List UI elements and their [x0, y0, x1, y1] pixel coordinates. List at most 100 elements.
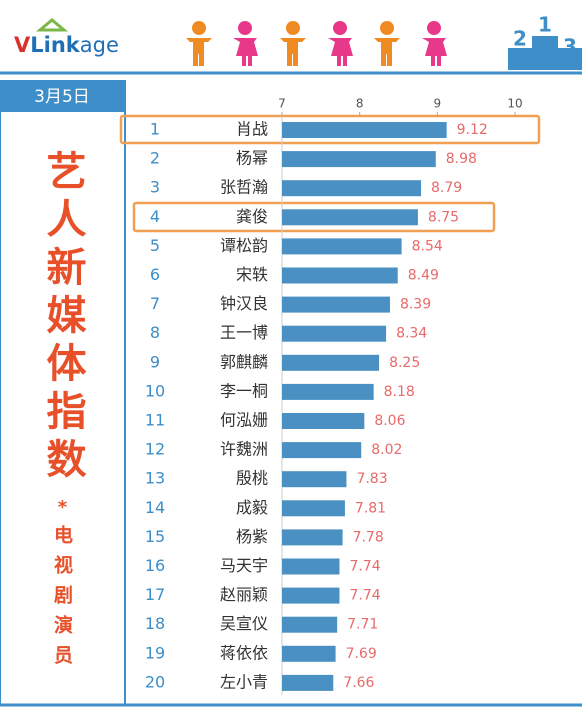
value-label: 8.39: [400, 297, 431, 313]
bar: [282, 674, 334, 691]
name: 杨紫: [236, 527, 268, 546]
value-label: 8.34: [396, 326, 427, 342]
name: 钟汉良: [220, 294, 268, 313]
value-label: 7.69: [346, 646, 377, 662]
rank: 11: [145, 411, 165, 430]
mark: *: [52, 497, 73, 518]
value-label: 7.81: [355, 500, 386, 516]
value-label: 8.98: [446, 151, 477, 167]
rank: 18: [145, 614, 165, 633]
podium: [532, 36, 558, 50]
rank: 17: [145, 585, 165, 604]
value-label: 8.06: [374, 413, 405, 429]
name: 成毅: [236, 498, 268, 517]
value-label: 8.75: [428, 209, 459, 225]
rank: 5: [150, 236, 160, 255]
bar: [282, 383, 374, 400]
name: 肖战: [236, 120, 268, 139]
podium-number: 2: [513, 27, 527, 51]
rank: 16: [145, 556, 165, 575]
people-icons: [186, 21, 447, 66]
value-label: 7.78: [353, 529, 384, 545]
name: 赵丽颖: [220, 585, 268, 604]
name: 宋轶: [236, 265, 268, 284]
name: 何泓姗: [220, 411, 268, 430]
highlight-box: [119, 114, 541, 145]
rank: 14: [145, 498, 165, 517]
bar: [282, 209, 418, 226]
rank: 10: [145, 381, 165, 400]
value-label: 8.79: [431, 180, 462, 196]
name: 张哲瀚: [220, 178, 268, 197]
bar: [282, 122, 447, 138]
value-label: 8.02: [371, 442, 402, 458]
sidebar-subtitle: 电视剧演员: [51, 525, 73, 675]
value-label: 7.74: [349, 588, 380, 604]
name: 左小青: [220, 672, 268, 691]
bar: [282, 645, 336, 662]
bar: [282, 587, 340, 604]
rank: 19: [145, 643, 165, 662]
bar: [282, 151, 436, 168]
bar: [282, 442, 362, 459]
bar: [282, 180, 422, 197]
value-label: 8.25: [389, 355, 420, 371]
value-label: 9.12: [457, 122, 488, 138]
rank: 4: [150, 207, 160, 226]
rank: 9: [150, 352, 160, 371]
bar: [282, 558, 340, 575]
name: 王一博: [220, 323, 268, 342]
value-label: 7.74: [349, 559, 380, 575]
bar: [282, 325, 387, 342]
highlight-box: [132, 201, 496, 233]
rank: 7: [150, 294, 160, 313]
rank: 2: [150, 149, 160, 168]
name: 郭麒麟: [220, 352, 268, 371]
name: 李一桐: [220, 381, 268, 400]
podium-number: 1: [538, 13, 552, 37]
bar: [282, 500, 345, 517]
sidebar-mark: *: [0, 497, 125, 518]
date: 3月5日: [34, 87, 90, 107]
name: 吴宣仪: [220, 614, 268, 633]
value-label: 7.71: [347, 617, 378, 633]
name: 马天宇: [220, 556, 268, 575]
x-tick-label: 10: [507, 97, 522, 111]
name: 蒋依依: [220, 643, 268, 662]
value-label: 8.49: [408, 268, 439, 284]
x-tick-label: 7: [278, 97, 286, 111]
bar: [282, 296, 390, 313]
logo-roof: [35, 18, 69, 32]
sidebar-title: 艺人新媒体指数: [39, 150, 86, 486]
bar: [282, 413, 365, 429]
rank: 6: [150, 265, 160, 284]
podium: [508, 48, 582, 70]
x-tick-label: 9: [434, 97, 442, 111]
name: 许魏洲: [220, 440, 268, 459]
name: 杨幂: [236, 149, 268, 168]
value-label: 7.66: [343, 675, 374, 691]
value-label: 7.83: [356, 471, 387, 487]
rank: 3: [150, 178, 160, 197]
name: 殷桃: [236, 469, 268, 488]
bar: [282, 354, 380, 371]
rank: 1: [150, 120, 160, 139]
x-tick-label: 8: [356, 97, 364, 111]
rank: 15: [145, 527, 165, 546]
date-box: [0, 80, 125, 112]
bar: [282, 529, 343, 546]
bar: [282, 471, 347, 488]
bar: [282, 616, 338, 633]
name: 龚俊: [236, 207, 268, 226]
rank: 8: [150, 323, 160, 342]
rank: 20: [145, 672, 165, 691]
rank: 12: [145, 440, 165, 459]
value-label: 8.18: [384, 384, 415, 400]
podium-number: 3: [563, 35, 577, 59]
bar: [282, 267, 398, 284]
bar: [282, 238, 402, 255]
name: 谭松韵: [220, 236, 268, 255]
value-label: 8.54: [412, 238, 443, 254]
